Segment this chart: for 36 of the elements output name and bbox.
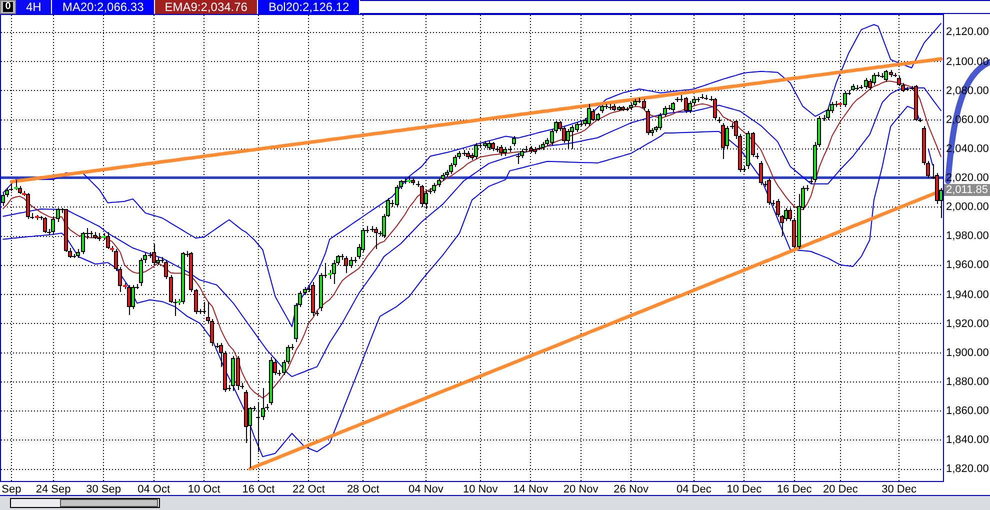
x-tick-label: 04 Dec: [676, 484, 712, 496]
chart-title: 4H: [26, 0, 42, 14]
x-tick-label: 28 Oct: [346, 484, 380, 496]
y-tick-label: 2,000.00: [946, 200, 989, 214]
x-tick-label: 16 Oct: [242, 484, 275, 496]
y-tick-label: 2,120.00: [946, 25, 989, 40]
y-tick-label: 1,860.00: [946, 404, 989, 418]
candlestick: [516, 153, 520, 164]
text: EMA9:2,034.76: [164, 0, 248, 14]
x-tick-label: 04 Oct: [138, 484, 170, 496]
text: Bol20:2,126.12: [268, 0, 350, 14]
x-tick-label: 10 Dec: [726, 484, 762, 496]
x-tick-label: 10 Nov: [462, 484, 498, 496]
x-tick-label: 26 Nov: [614, 484, 650, 496]
x-tick-label: 16 Dec: [776, 484, 812, 496]
y-tick-label: 1,840.00: [946, 433, 989, 448]
x-tick-label: 30 Sep: [86, 484, 122, 496]
button: 0: [0, 0, 16, 14]
y-tick-label: 1,920.00: [946, 316, 989, 331]
x-tick-label: 24 Sep: [36, 484, 71, 496]
y-tick-label: 1,900.00: [946, 346, 989, 360]
x-tick-label: 04 Nov: [408, 484, 444, 496]
x-tick-label: 10 Oct: [188, 484, 220, 496]
x-tick-label: 30 Dec: [882, 484, 917, 496]
y-tick-label: 1,980.00: [946, 229, 989, 244]
y-tick-label: 1,820.00: [946, 462, 989, 476]
y-tick-label: 1,880.00: [946, 374, 989, 389]
x-tick-label: 14 Nov: [513, 484, 549, 496]
legend-label: MA20:2,066.33: [62, 0, 144, 14]
x-tick-label: 20 Dec: [822, 484, 858, 496]
x-tick-label: 20 Nov: [563, 484, 599, 496]
x-tick-label: 22 Oct: [292, 484, 325, 496]
y-tick-label: 1,960.00: [946, 258, 989, 272]
text: 2,011.85: [946, 184, 988, 196]
x-tick-label: Sep: [2, 484, 22, 496]
y-tick-label: 1,940.00: [946, 288, 989, 302]
